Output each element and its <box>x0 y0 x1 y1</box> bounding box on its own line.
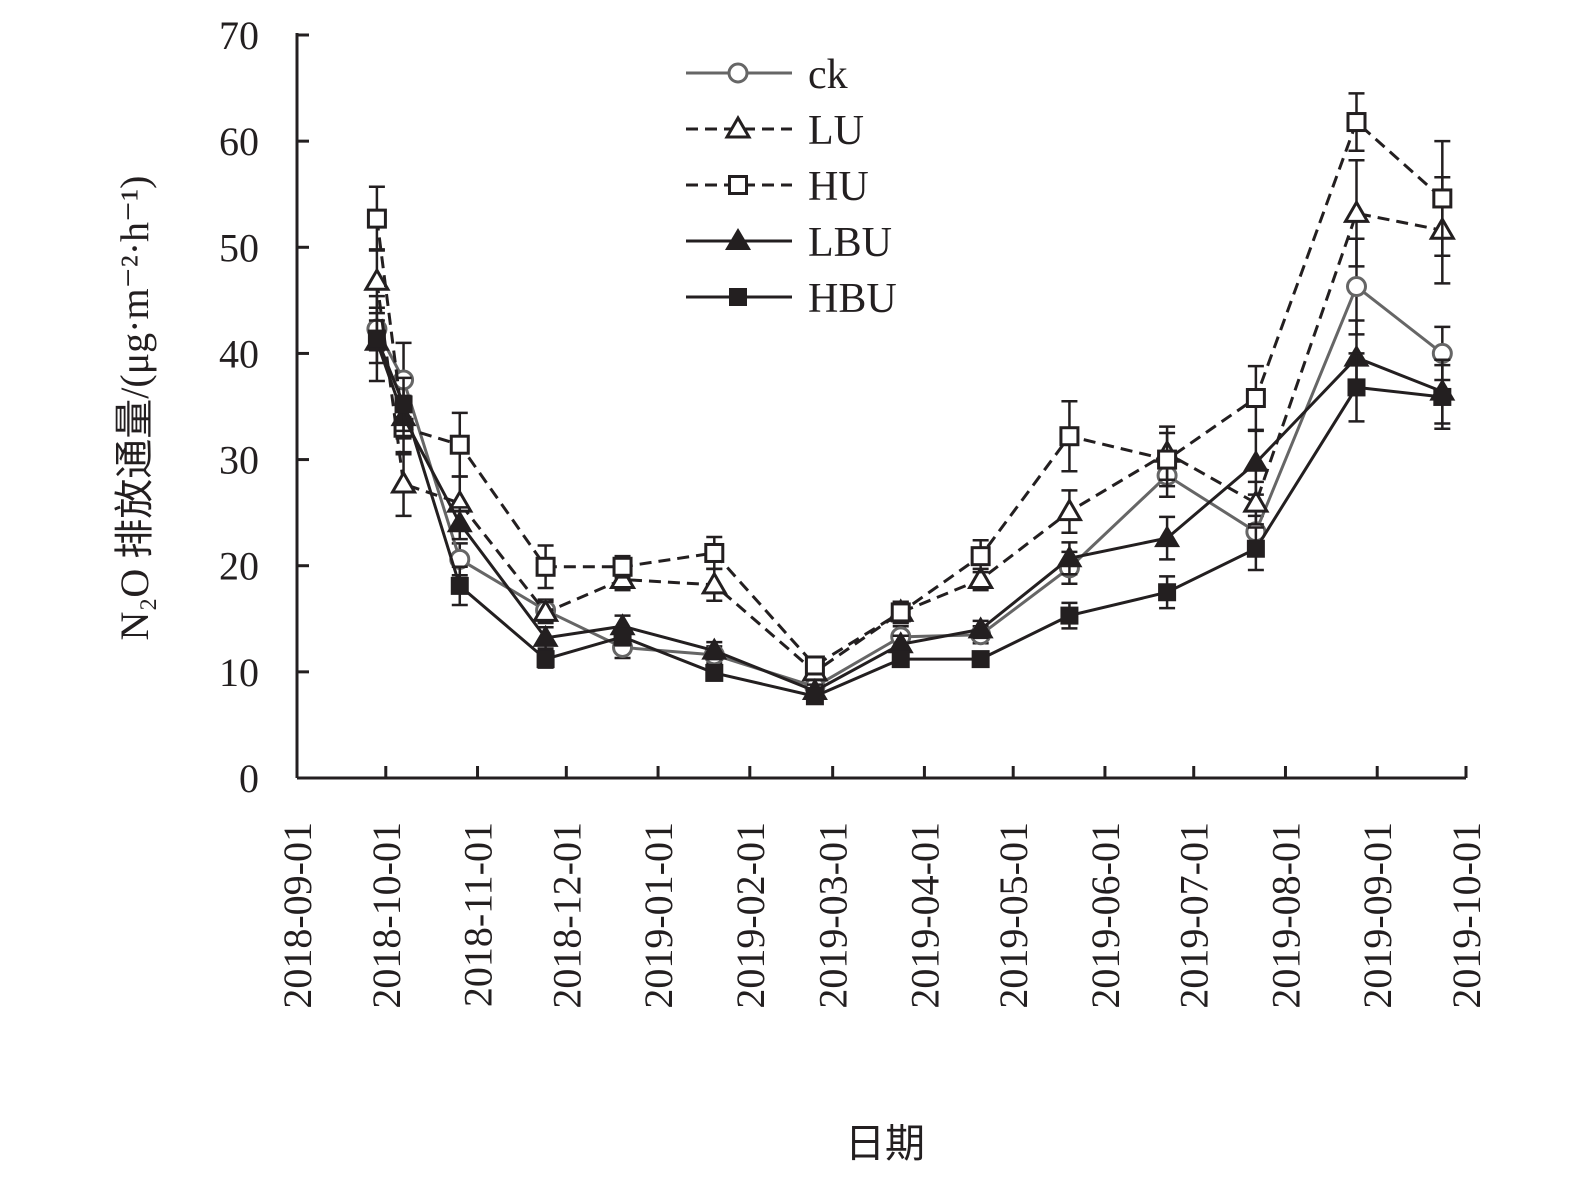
square-marker <box>890 602 911 623</box>
x-tick-label: 2018-09-01 <box>275 822 320 1009</box>
x-tick-label: 2019-05-01 <box>991 822 1036 1009</box>
x-tick-label: 2019-04-01 <box>902 822 947 1009</box>
legend: ck LU HU LBU HBU <box>686 52 897 322</box>
square-marker <box>535 556 556 577</box>
triangle-marker <box>967 616 994 639</box>
legend-label: LU <box>808 108 864 154</box>
triangle-marker <box>967 565 995 590</box>
triangle-marker <box>446 510 473 533</box>
series-layer <box>363 92 1456 706</box>
series-line <box>375 119 1444 668</box>
legend-label: HU <box>808 164 869 210</box>
triangle-marker <box>1055 497 1084 522</box>
series-line <box>375 284 1444 689</box>
square-marker <box>1059 426 1080 447</box>
x-tick-label: 2019-01-01 <box>636 822 681 1009</box>
legend-item-lu: LU <box>686 108 864 154</box>
series-hu <box>366 92 1453 676</box>
y-tick-label: 0 <box>239 756 259 801</box>
series-hbu <box>367 294 1452 706</box>
square-marker <box>1246 539 1265 558</box>
square-marker <box>612 556 633 577</box>
x-tick-label: 2019-06-01 <box>1083 822 1128 1009</box>
legend-label: ck <box>808 52 848 98</box>
circle-marker <box>727 62 749 84</box>
triangle-marker <box>700 570 728 595</box>
square-marker <box>971 650 990 669</box>
x-tick-label: 2019-07-01 <box>1172 822 1217 1009</box>
square-marker <box>536 650 555 669</box>
square-marker <box>366 208 387 229</box>
legend-item-hbu: HBU <box>686 276 897 322</box>
triangle-marker <box>1342 199 1371 223</box>
square-marker <box>450 576 469 595</box>
triangle-marker <box>531 598 560 622</box>
legend-item-hu: HU <box>686 164 869 210</box>
triangle-marker <box>724 115 752 139</box>
y-tick-label: 60 <box>219 119 259 164</box>
x-tick-label: 2019-03-01 <box>811 822 856 1009</box>
square-marker <box>891 650 910 669</box>
triangle-marker <box>1056 545 1083 568</box>
legend-label: LBU <box>808 220 892 266</box>
triangle-marker <box>389 469 418 494</box>
square-marker <box>1347 378 1366 397</box>
triangle-marker <box>725 228 751 250</box>
square-marker <box>804 655 825 676</box>
square-marker <box>367 329 386 348</box>
square-marker <box>394 395 413 414</box>
x-tick-label: 2018-11-01 <box>456 822 501 1007</box>
y-tick-label: 70 <box>219 13 259 58</box>
series-line <box>375 338 1443 698</box>
series-line <box>375 211 1443 674</box>
square-marker <box>1060 606 1079 625</box>
square-marker <box>805 687 824 706</box>
square-marker <box>1346 112 1367 133</box>
axes: 0 10 20 30 40 50 60 70 2018-09-01 2018-10-01 2018-… <box>219 13 1489 1009</box>
legend-item-lbu: LBU <box>686 220 892 266</box>
triangle-marker <box>887 631 914 654</box>
x-tick-label: 2019-08-01 <box>1263 822 1308 1009</box>
triangle-marker <box>701 637 728 660</box>
square-marker <box>1245 388 1266 409</box>
square-marker <box>704 542 725 563</box>
circle-marker <box>1345 276 1367 298</box>
x-tick-label: 2018-10-01 <box>364 822 409 1009</box>
square-marker <box>970 546 991 567</box>
y-axis-label: N₂O 排放通量/(μg·m⁻²·h⁻¹) <box>112 176 157 641</box>
triangle-marker <box>363 267 391 291</box>
triangle-marker <box>1242 489 1270 513</box>
triangle-marker <box>532 624 559 647</box>
square-marker <box>1433 387 1452 406</box>
square-marker <box>1158 583 1177 602</box>
x-axis-label: 日期 <box>845 1121 925 1166</box>
x-tick-label: 2019-10-01 <box>1444 822 1489 1009</box>
series-line <box>375 341 1443 693</box>
square-marker <box>729 288 747 306</box>
triangle-marker <box>1154 525 1181 548</box>
y-tick-label: 20 <box>219 544 259 589</box>
x-tick-label: 2019-02-01 <box>728 822 773 1009</box>
square-marker <box>1157 449 1178 470</box>
square-marker <box>613 627 632 646</box>
triangle-marker <box>1242 449 1269 472</box>
square-marker <box>705 663 724 682</box>
y-tick-label: 50 <box>219 225 259 270</box>
legend-label: HBU <box>808 276 897 322</box>
x-tick-label: 2019-09-01 <box>1355 822 1400 1009</box>
y-tick-label: 30 <box>219 438 259 483</box>
square-marker <box>449 434 470 455</box>
legend-item-ck: ck <box>686 52 848 98</box>
square-marker <box>728 175 748 195</box>
x-tick-label: 2018-12-01 <box>544 822 589 1009</box>
square-marker <box>1432 188 1453 209</box>
y-tick-label: 10 <box>219 650 259 695</box>
y-tick-label: 40 <box>219 331 259 376</box>
